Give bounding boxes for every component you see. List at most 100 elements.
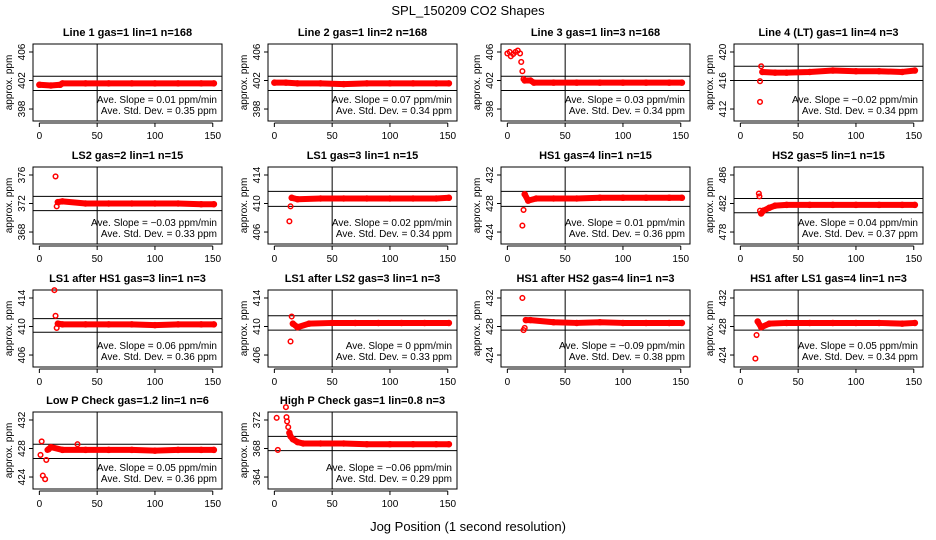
data-point [756, 193, 763, 200]
data-point [911, 201, 919, 209]
data-point [573, 319, 580, 327]
std-dev-annotation: Ave. Std. Dev. = 0.35 ppm [101, 106, 217, 117]
slope-annotation: Ave. Slope = 0.01 ppm/min [565, 218, 685, 229]
data-point [550, 195, 557, 202]
data-point [596, 194, 604, 202]
data-point [210, 80, 218, 87]
data-point [317, 80, 324, 87]
std-dev-annotation: Ave. Std. Dev. = 0.36 ppm [569, 229, 685, 240]
data-point [82, 446, 89, 454]
std-dev-annotation: Ave. Std. Dev. = 0.34 ppm [802, 106, 918, 117]
x-tick-label: 150 [905, 254, 922, 265]
x-tick-label: 50 [793, 131, 805, 142]
slope-annotation: Ave. Slope = −0.03 ppm/min [91, 218, 217, 229]
data-point [197, 80, 205, 87]
data-point [678, 79, 686, 86]
plot-box [267, 166, 458, 245]
panel-title: HS2 gas=5 lin=1 n=15 [772, 150, 885, 162]
x-tick-label: 0 [272, 499, 278, 510]
x-tick-label: 0 [272, 254, 278, 265]
plot-box [32, 411, 223, 490]
y-tick-label: 372 [252, 411, 263, 428]
y-axis-label: approx. ppm [4, 178, 15, 234]
panel-2: Line 2 gas=1 lin=2 n=168 0 50 100 150 398 402 4… [239, 27, 458, 142]
std-dev-annotation: Ave. Std. Dev. = 0.33 ppm [101, 229, 217, 240]
data-point [363, 80, 371, 87]
slope-annotation: Ave. Slope = −0.02 ppm/min [792, 95, 918, 106]
data-point [386, 195, 394, 202]
x-tick-label: 50 [327, 499, 339, 510]
slope-annotation: Ave. Slope = 0.01 ppm/min [97, 95, 217, 106]
panel-11: HS1 after HS2 gas=4 lin=1 n=3 0 50 100 150 42… [472, 273, 691, 388]
data-point [756, 207, 764, 214]
data-point [59, 446, 66, 454]
y-tick-label: 414 [252, 289, 263, 306]
y-tick-label: 416 [718, 72, 729, 89]
panel-12: HS1 after LS1 gas=4 lin=1 n=3 0 50 100 150 42… [705, 273, 924, 388]
plot-box [32, 43, 223, 122]
data-point [300, 440, 307, 447]
panel-title: HS1 after LS1 gas=4 lin=1 n=3 [750, 273, 907, 285]
slope-annotation: Ave. Slope = 0 ppm/min [346, 341, 452, 352]
data-point [317, 195, 324, 202]
data-point [678, 319, 686, 327]
data-point [898, 68, 906, 76]
panel-4: Line 4 (LT) gas=1 lin=4 n=3 0 50 100 150 412 4… [705, 27, 924, 142]
plot-box [733, 289, 924, 368]
data-point [754, 318, 761, 325]
std-dev-annotation: Ave. Std. Dev. = 0.33 ppm [336, 352, 452, 363]
x-tick-label: 0 [37, 377, 43, 388]
slope-annotation: Ave. Slope = 0.06 ppm/min [97, 341, 217, 352]
data-point [52, 312, 59, 319]
data-point [445, 194, 453, 202]
panel-title: LS1 after HS1 gas=3 lin=1 n=3 [49, 273, 206, 285]
x-tick-label: 100 [382, 377, 399, 388]
panel-title: High P Check gas=1 lin=0.8 n=3 [280, 395, 445, 407]
panel-10: LS1 after LS2 gas=3 lin=1 n=3 0 50 100 150 40… [239, 273, 458, 388]
y-tick-label: 410 [17, 318, 28, 335]
x-tick-label: 0 [738, 131, 744, 142]
data-point [386, 80, 394, 87]
data-point [759, 68, 766, 76]
y-axis-label: approx. ppm [239, 55, 250, 111]
data-point [550, 79, 557, 86]
x-tick-label: 50 [92, 499, 104, 510]
data-point [340, 440, 347, 447]
x-tick-label: 0 [37, 499, 43, 510]
data-point [619, 319, 627, 327]
data-point [82, 80, 89, 87]
panel-1: Line 1 gas=1 lin=1 n=168 0 50 100 150 398 402 4… [4, 27, 223, 142]
data-point [766, 204, 773, 212]
x-tick-label: 100 [382, 131, 399, 142]
std-dev-annotation: Ave. Std. Dev. = 0.34 ppm [336, 106, 452, 117]
x-tick-label: 0 [272, 131, 278, 142]
slope-annotation: Ave. Slope = 0.05 ppm/min [97, 463, 217, 474]
y-tick-label: 398 [485, 100, 496, 117]
x-tick-label: 100 [615, 254, 632, 265]
panel-13: Low P Check gas=1.2 lin=1 n=6 0 50 100 150 42… [4, 395, 223, 510]
data-point [174, 446, 182, 454]
data-point [294, 438, 301, 446]
y-tick-label: 406 [17, 43, 28, 60]
std-dev-annotation: Ave. Std. Dev. = 0.37 ppm [802, 229, 918, 240]
data-point [289, 435, 297, 443]
panel-title: LS2 gas=2 lin=1 n=15 [72, 150, 184, 162]
data-point [197, 200, 205, 208]
y-tick-label: 486 [718, 166, 729, 183]
x-tick-label: 100 [848, 131, 865, 142]
slope-annotation: Ave. Slope = 0.02 ppm/min [332, 218, 452, 229]
data-band [288, 194, 452, 203]
x-tick-label: 100 [147, 499, 164, 510]
data-point [898, 320, 906, 327]
data-point [875, 201, 883, 209]
panel-title: Line 3 gas=1 lin=3 n=168 [531, 27, 660, 39]
y-tick-label: 398 [17, 100, 28, 117]
y-tick-label: 428 [485, 195, 496, 212]
data-point [398, 319, 405, 327]
y-tick-label: 424 [718, 346, 729, 363]
data-point [128, 200, 136, 207]
data-point [59, 321, 66, 328]
data-point [665, 319, 673, 327]
data-point [445, 440, 453, 448]
x-tick-label: 150 [439, 131, 456, 142]
